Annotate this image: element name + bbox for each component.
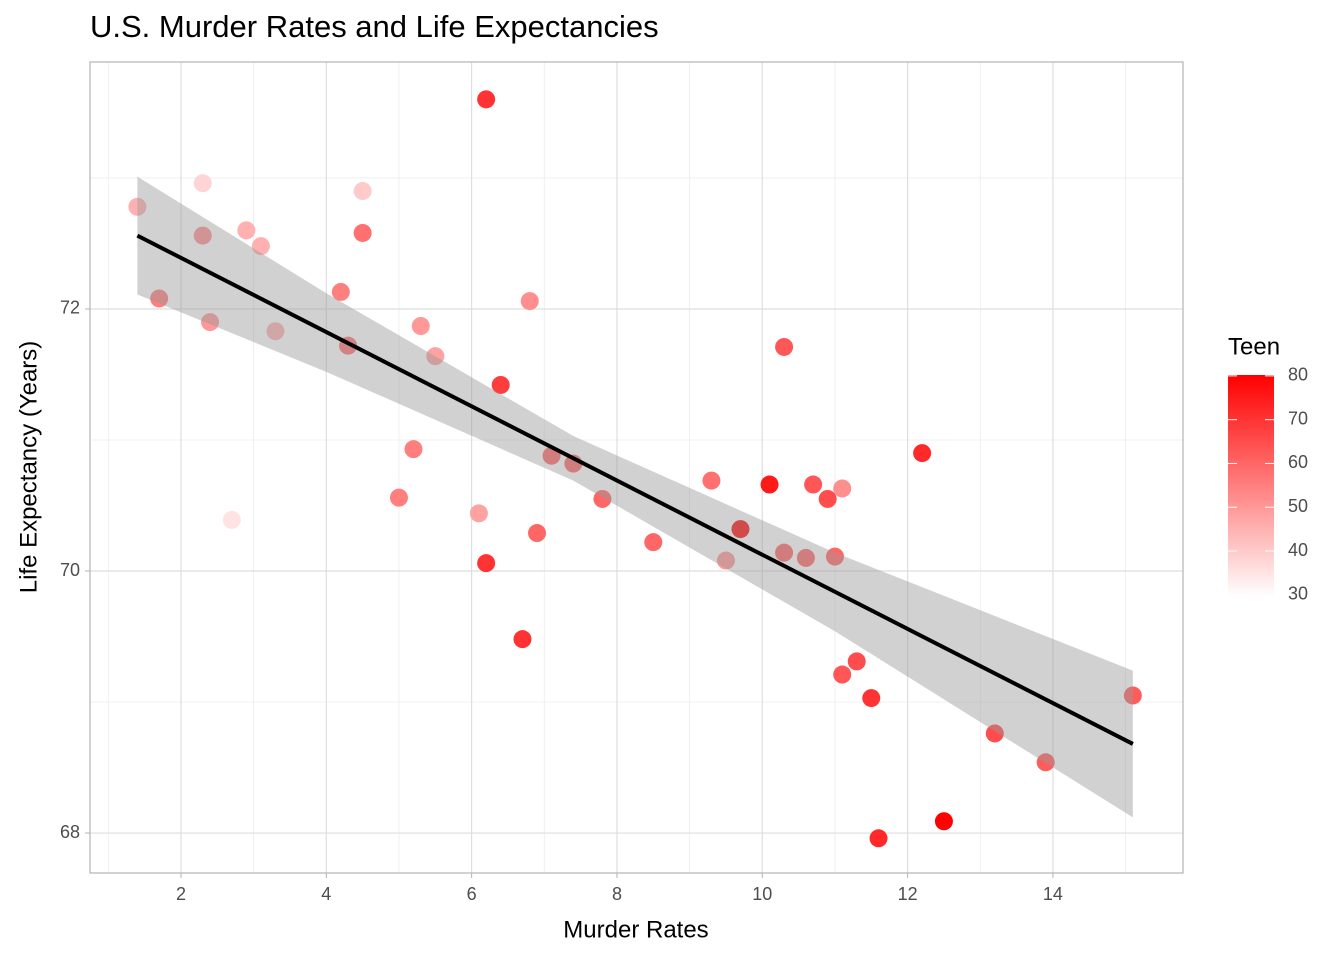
point [825,547,844,566]
point [716,551,735,570]
point [862,689,881,708]
point [222,510,241,529]
legend-label: 40 [1288,540,1308,560]
point [237,221,256,240]
point [847,652,866,671]
point [251,237,270,256]
point [331,282,350,301]
point [353,223,372,242]
point [775,543,794,562]
point [934,812,953,831]
x-tick-label: 14 [1043,884,1063,904]
legend-label: 50 [1288,496,1308,516]
point [411,317,430,336]
legend-label: 70 [1288,408,1308,428]
point [818,489,837,508]
point [404,440,423,459]
point [389,488,408,507]
point [760,475,779,494]
point [593,489,612,508]
point [193,174,212,193]
colorbar [1228,375,1274,597]
point [528,524,547,543]
point [426,347,445,366]
y-axis-label: Life Expectancy (Years) [15,341,42,594]
point [804,475,823,494]
point [985,724,1004,743]
confidence-band [137,176,1133,818]
point [266,322,285,341]
point [913,444,932,463]
point [775,337,794,356]
point [477,90,496,109]
point [1123,686,1142,705]
x-tick-label: 8 [612,884,622,904]
legend-label: 30 [1288,584,1308,604]
point [702,471,721,490]
point [833,665,852,684]
point [201,313,220,332]
legend-label: 80 [1288,365,1308,385]
point [520,292,539,311]
x-tick-label: 12 [898,884,918,904]
fit-line [136,233,1134,746]
legend-label: 60 [1288,452,1308,472]
point [353,182,372,201]
x-tick-label: 6 [467,884,477,904]
point [193,226,212,245]
y-tick-label: 68 [60,822,80,842]
point [796,548,815,567]
point [869,829,888,848]
point [150,289,169,308]
point [731,520,750,539]
point [469,504,488,523]
y-tick-label: 70 [60,560,80,580]
chart-title: U.S. Murder Rates and Life Expectancies [90,9,659,44]
point [644,533,663,552]
panel-border [89,61,1184,874]
point [491,375,510,394]
point [128,197,147,216]
point [513,630,532,649]
point [1036,753,1055,772]
point [477,554,496,573]
y-tick-label: 72 [60,298,80,318]
x-tick-label: 10 [752,884,772,904]
x-axis-label: Murder Rates [563,916,708,943]
x-tick-label: 2 [176,884,186,904]
legend-title: Teen [1228,333,1280,360]
x-tick-label: 4 [321,884,331,904]
point [833,479,852,498]
